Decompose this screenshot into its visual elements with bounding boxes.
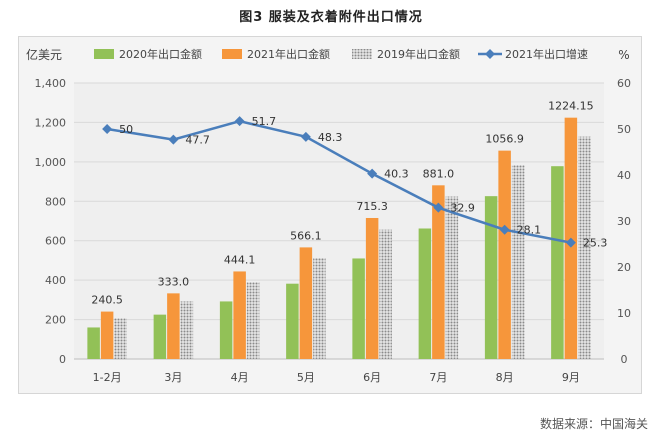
bar-2-1-2月: [100, 311, 114, 359]
bar-value-label: 1056.9: [485, 133, 524, 146]
y-right-tick-label: 50: [617, 123, 631, 136]
bar-2-8月: [498, 150, 511, 359]
bar-2-5月: [299, 247, 313, 359]
legend-swatch: [94, 49, 114, 59]
x-tick-label: 4月: [231, 371, 249, 384]
growth-marker: [367, 168, 378, 179]
legend-item: 2020年出口金额: [94, 47, 202, 61]
y-right-tick-label: 0: [621, 353, 628, 366]
growth-value-label: 32.9: [450, 202, 475, 215]
x-tick-label: 9月: [562, 371, 580, 384]
growth-marker: [433, 202, 444, 213]
bar-value-label: 333.0: [158, 275, 190, 288]
legend-swatch: [352, 49, 372, 59]
growth-value-label: 48.3: [318, 131, 343, 144]
legend-item: 2021年出口金额: [222, 47, 330, 61]
bar-value-label: 715.3: [356, 200, 388, 213]
y-left-tick-label: 800: [45, 195, 66, 208]
y-left-tick-label: 400: [45, 274, 66, 287]
y-left-tick-label: 600: [45, 235, 66, 248]
growth-line: [106, 119, 572, 244]
figure-title: 图3 服装及衣着附件出口情况: [239, 10, 423, 25]
legend-marker: [485, 49, 495, 59]
bar-value-label: 444.1: [224, 253, 256, 266]
y-right-tick-label: 40: [617, 169, 631, 182]
bar-1-9月: [551, 166, 564, 359]
y-left-tick-label: 1,000: [35, 156, 67, 169]
x-tick-label: 5月: [297, 371, 315, 384]
bar-3-3月: [180, 301, 194, 359]
data-source-note: 数据来源：中国海关: [539, 417, 648, 431]
growth-marker: [565, 237, 576, 248]
bar-1-3月: [153, 314, 167, 359]
y-right-tick-label: 60: [617, 77, 631, 90]
y-left-tick-label: 0: [59, 353, 66, 366]
bar-2-3月: [167, 293, 180, 359]
growth-value-label: 50: [119, 123, 133, 136]
bar-1-4月: [219, 301, 233, 359]
growth-value-label: 51.7: [252, 115, 277, 128]
legend-item: 2021年出口增速: [478, 47, 588, 61]
growth-value-label: 40.3: [384, 168, 409, 181]
y-left-axis-title: 亿美元: [26, 47, 62, 62]
growth-marker: [300, 131, 311, 142]
bar-3-5月: [313, 258, 326, 359]
y-right-tick-label: 20: [617, 261, 631, 274]
bar-3-6月: [379, 229, 392, 359]
bar-2-4月: [233, 271, 246, 359]
growth-marker: [102, 124, 113, 134]
x-tick-label: 8月: [496, 371, 514, 384]
bar-3-7月: [445, 196, 459, 359]
bar-3-9月: [578, 136, 591, 359]
legend-swatch: [222, 49, 242, 59]
bar-1-5月: [286, 283, 299, 359]
bar-2-6月: [365, 217, 379, 359]
bar-value-label: 881.0: [423, 167, 455, 180]
growth-marker: [234, 116, 245, 127]
bar-value-label: 1224.15: [548, 100, 594, 113]
bar-3-8月: [511, 165, 525, 359]
y-left-tick-label: 1,400: [35, 77, 67, 90]
legend-label: 2021年出口金额: [247, 47, 330, 61]
bar-1-1-2月: [87, 327, 100, 359]
y-right-axis-title: %: [618, 48, 629, 62]
export-chart: 0 200 400 600 800 1,000 1,200 1,400 0 10 20 30 40 50 6…: [26, 47, 631, 384]
growth-value-label: 25.3: [583, 237, 608, 250]
x-tick-label: 6月: [363, 371, 381, 384]
bar-value-label: 240.5: [91, 294, 123, 307]
bar-1-8月: [484, 196, 498, 359]
y-right-tick-label: 30: [617, 215, 631, 228]
plot-area: [74, 83, 604, 359]
bar-1-7月: [418, 228, 432, 359]
bar-3-1-2月: [114, 318, 127, 359]
growth-value-label: 28.1: [517, 224, 542, 237]
bar-1-6月: [352, 258, 365, 359]
growth-marker: [168, 134, 179, 145]
x-tick-label: 1-2月: [93, 371, 122, 384]
x-tick-label: 3月: [164, 371, 182, 384]
bar-2-7月: [432, 185, 445, 359]
x-tick-label: 7月: [429, 371, 447, 384]
y-left-tick-label: 200: [45, 314, 66, 327]
bar-3-4月: [246, 282, 260, 359]
growth-marker: [499, 224, 510, 235]
y-left-tick-label: 1,200: [35, 116, 67, 129]
legend-item: 2019年出口金额: [352, 47, 460, 61]
legend-label: 2020年出口金额: [119, 47, 202, 61]
legend-label: 2019年出口金额: [377, 47, 460, 61]
bar-value-label: 566.1: [290, 229, 322, 242]
y-right-tick-label: 10: [617, 307, 631, 320]
legend-label: 2021年出口增速: [505, 47, 588, 61]
growth-value-label: 47.7: [185, 134, 210, 147]
